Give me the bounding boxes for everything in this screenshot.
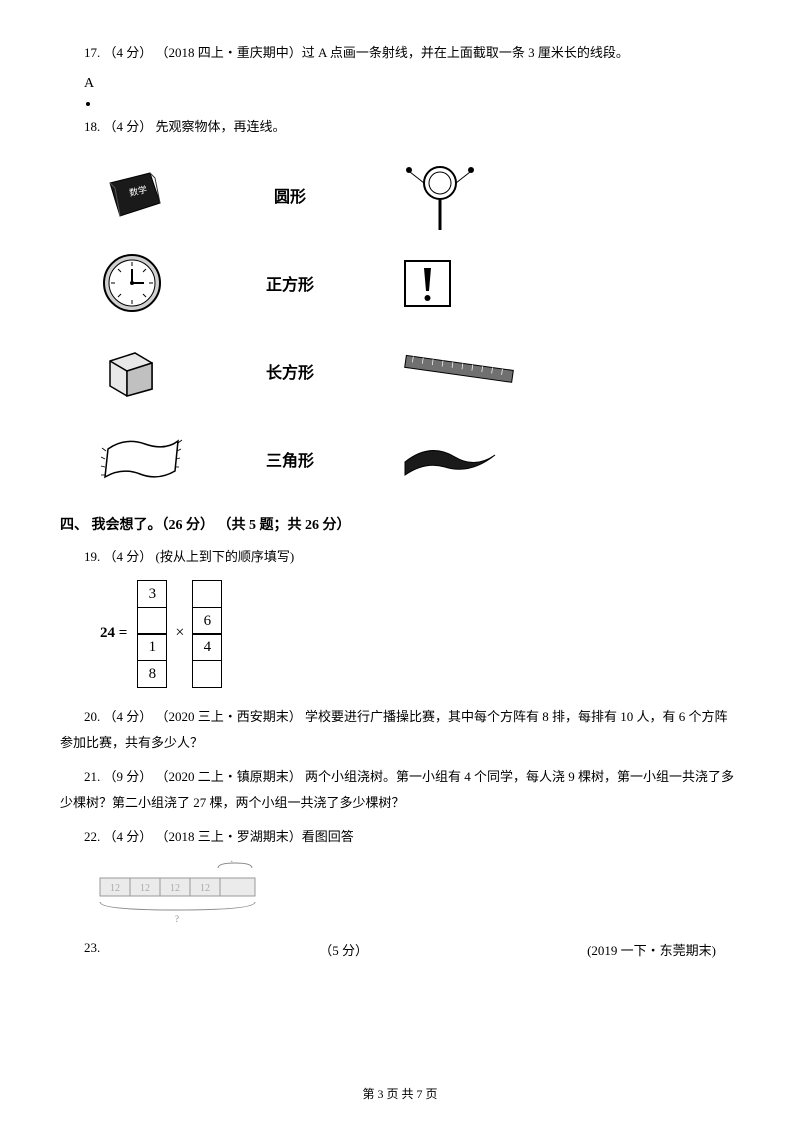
factor-diagram: 24 = 3 1 8 × 6 4 (100, 580, 740, 686)
svg-text:?: ? (230, 860, 234, 864)
cell (192, 580, 222, 608)
warning-sign-icon (400, 256, 520, 311)
question-17: 17. （4 分） （2018 四上・重庆期中）过 A 点画一条射线，并在上面截… (60, 40, 740, 106)
right-column: 6 4 (192, 580, 222, 686)
cell (192, 660, 222, 688)
q18-text: 18. （4 分） 先观察物体，再连线。 (60, 114, 740, 140)
cell: 8 (137, 660, 167, 688)
svg-text:12: 12 (140, 883, 150, 894)
rattle-drum-icon (400, 158, 520, 233)
question-21: 21. （9 分） （2020 二上・镇原期末） 两个小组浇树。第一小组有 4 … (60, 764, 740, 816)
section-4-header: 四、 我会想了。（26 分） （共 5 题；共 26 分） (60, 514, 740, 534)
page-footer: 第 3 页 共 7 页 (0, 1085, 800, 1102)
shape-rect-label: 长方形 (230, 359, 350, 383)
q17-text: 17. （4 分） （2018 四上・重庆期中）过 A 点画一条射线，并在上面截… (60, 40, 740, 66)
q20-text: 20. （4 分） （2020 三上・西安期末） 学校要进行广播操比赛，其中每个… (60, 704, 740, 756)
ruler-icon (400, 351, 520, 391)
left-column: 3 1 8 (137, 580, 167, 686)
clock-icon (100, 251, 190, 316)
svg-text:?: ? (175, 914, 179, 924)
match-row-2: 正方形 (100, 248, 740, 318)
multiply-sign: × (175, 624, 184, 642)
q23-num: 23. (84, 940, 100, 959)
cell: 4 (192, 633, 222, 661)
shape-square-label: 正方形 (230, 271, 350, 295)
eq-24: 24 = (100, 625, 127, 642)
question-22: 22. （4 分） （2018 三上・罗湖期末）看图回答 (60, 824, 740, 850)
svg-text:12: 12 (170, 883, 180, 894)
book-icon: 数学 (100, 168, 190, 223)
cell: 1 (137, 633, 167, 661)
svg-text:12: 12 (200, 883, 210, 894)
question-23: 23. （5 分） (2019 一下・东莞期末) (60, 940, 740, 959)
q23-source: (2019 一下・东莞期末) (587, 940, 716, 959)
match-row-1: 数学 圆形 (100, 160, 740, 230)
shape-triangle-label: 三角形 (230, 447, 350, 471)
scarf-icon (100, 429, 190, 489)
match-row-3: 长方形 (100, 336, 740, 406)
cube-icon (100, 341, 190, 401)
cell: 6 (192, 607, 222, 635)
question-19: 19. （4 分） (按从上到下的顺序填写) (60, 544, 740, 570)
matching-diagram: 数学 圆形 (100, 160, 740, 494)
question-18: 18. （4 分） 先观察物体，再连线。 (60, 114, 740, 140)
q23-points: （5 分） (319, 940, 368, 959)
point-a-dot (86, 102, 90, 106)
svg-text:12: 12 (110, 883, 120, 894)
question-20: 20. （4 分） （2020 三上・西安期末） 学校要进行广播操比赛，其中每个… (60, 704, 740, 756)
q21-text: 21. （9 分） （2020 二上・镇原期末） 两个小组浇树。第一小组有 4 … (60, 764, 740, 816)
bar-model-diagram: ? 12 12 12 12 ? (90, 860, 740, 930)
q19-text: 19. （4 分） (按从上到下的顺序填写) (60, 544, 740, 570)
point-a-label: A (84, 70, 740, 98)
match-row-4: 三角形 (100, 424, 740, 494)
flag-icon (400, 437, 520, 482)
q22-text: 22. （4 分） （2018 三上・罗湖期末）看图回答 (60, 824, 740, 850)
cell: 3 (137, 580, 167, 608)
shape-circle-label: 圆形 (230, 183, 350, 207)
cell (137, 607, 167, 635)
